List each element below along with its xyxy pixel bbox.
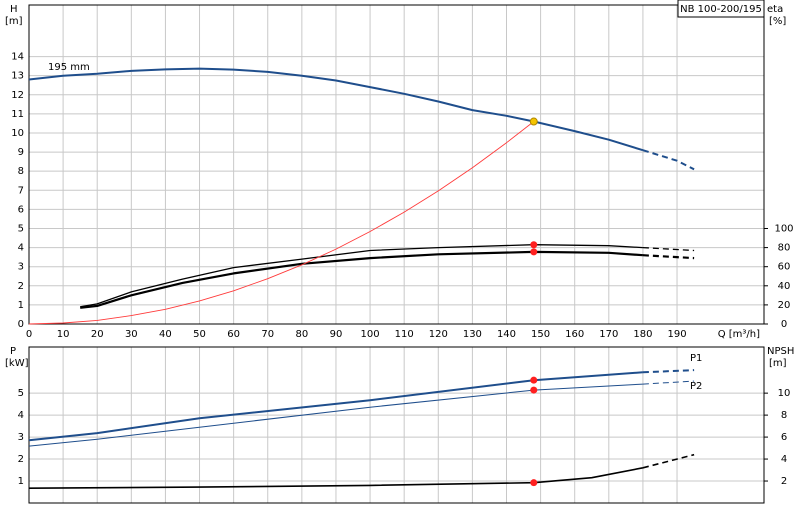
x-label: Q [m³/h] [718,329,760,340]
y-tick-label: 7 [18,185,24,196]
y-tick-label: 4 [18,243,24,254]
y-tick-label: 8 [18,166,24,177]
y-tick-label: 2 [18,281,24,292]
duty-point [530,376,538,384]
curve [28,467,644,489]
y-tick-label: 0 [18,319,24,330]
y2-tick-label: 80 [778,243,791,254]
plot-frame [28,4,765,325]
y2-tick-label: 6 [781,432,787,443]
x-tick-label: 40 [159,329,172,340]
curve [642,453,695,469]
curve [642,254,695,260]
y2-tick-label: 8 [781,410,787,421]
duty-point [530,241,538,249]
x-tick-label: 10 [57,329,70,340]
x-tick-label: 0 [26,329,32,340]
x-tick-label: 180 [633,329,652,340]
x-tick-label: 150 [531,329,550,340]
y-label: P [10,346,16,357]
x-tick-label: 170 [599,329,618,340]
x-tick-label: 120 [429,329,448,340]
y-tick-label: 1 [18,476,24,487]
y2-label: eta [767,4,783,15]
x-tick-label: 140 [497,329,516,340]
y-tick-label: 1 [18,300,24,311]
curve [80,250,643,309]
y2-tick-label: 100 [774,223,793,234]
curve [642,149,695,171]
curve [28,383,643,447]
x-tick-label: 70 [261,329,274,340]
y2-tick-label: 10 [778,388,791,399]
y-tick-label: 5 [18,388,24,399]
y-tick-label: 6 [18,204,24,215]
x-tick-label: 100 [361,329,380,340]
x-tick-label: 130 [463,329,482,340]
y-tick-label: 4 [18,410,24,421]
curve [28,371,643,442]
y2-tick-label: 4 [781,454,787,465]
duty-point [530,386,538,394]
curve-label: 195 mm [48,62,90,73]
y2-tick-label: 60 [778,262,791,273]
y-tick-label: 10 [11,128,24,139]
x-tick-label: 30 [125,329,138,340]
y-tick-label: 11 [11,109,24,120]
x-tick-label: 110 [395,329,414,340]
x-tick-label: 90 [330,329,343,340]
y-label: H [10,4,18,15]
y-tick-label: 12 [11,90,24,101]
y-tick-label: 9 [18,147,24,158]
y2-unit: [%] [769,16,786,27]
y2-tick-label: 0 [781,319,787,330]
duty-point [530,479,538,487]
y2-tick-label: 40 [778,281,791,292]
x-tick-label: 60 [227,329,240,340]
curve [642,369,695,374]
curve-label: P2 [690,381,702,392]
curve [642,246,695,252]
duty-point [530,248,538,256]
x-tick-label: 190 [667,329,686,340]
plot-frame [28,346,765,504]
y-unit: [kW] [5,358,29,369]
x-tick-label: 160 [565,329,584,340]
curve-label: P1 [690,353,702,364]
y2-tick-label: 2 [781,476,787,487]
x-tick-label: 20 [91,329,104,340]
duty-point [529,117,538,126]
y2-tick-label: 20 [778,300,791,311]
y-tick-label: 5 [18,223,24,234]
x-tick-label: 50 [193,329,206,340]
y2-unit: [m] [769,358,787,369]
title-box [677,0,765,18]
chart-title: NB 100-200/195 [680,4,762,15]
curve [28,121,535,325]
y2-label: NPSH [767,346,794,357]
y-unit: [m] [5,16,23,27]
y-tick-label: 14 [11,52,24,63]
y-tick-label: 3 [18,262,24,273]
y-tick-label: 2 [18,454,24,465]
curve [642,380,695,385]
y-tick-label: 13 [11,71,24,82]
y-tick-label: 3 [18,432,24,443]
curve [80,244,643,308]
x-tick-label: 80 [295,329,308,340]
